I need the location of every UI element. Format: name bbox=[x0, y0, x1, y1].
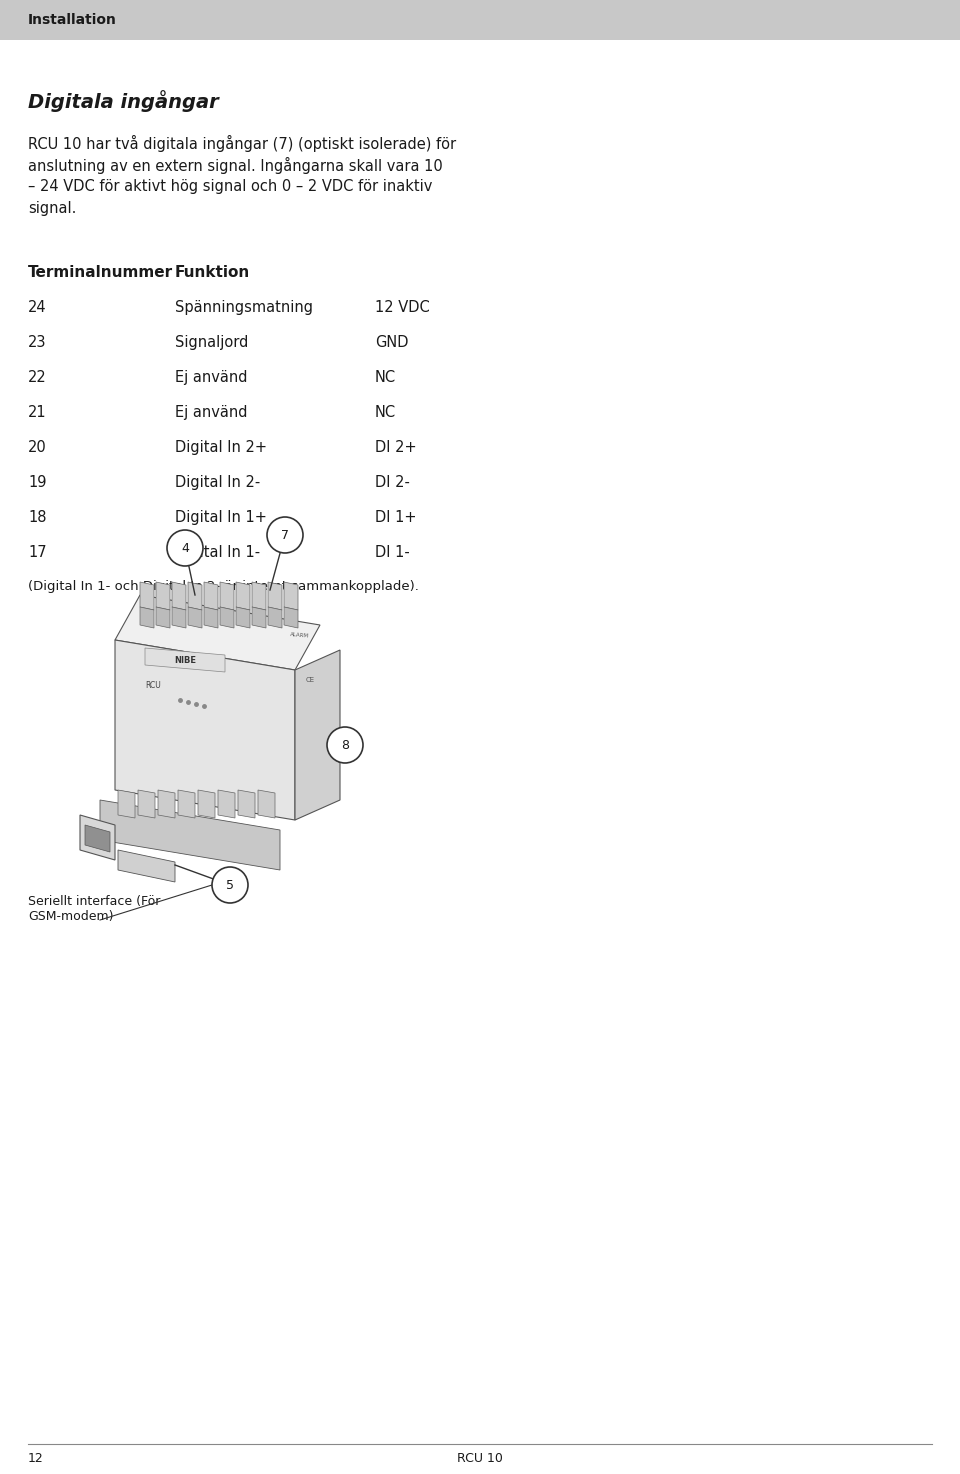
Text: 19: 19 bbox=[28, 475, 46, 489]
Text: 7: 7 bbox=[281, 529, 289, 541]
Text: NC: NC bbox=[375, 370, 396, 385]
Polygon shape bbox=[140, 582, 154, 610]
Circle shape bbox=[327, 727, 363, 764]
Text: 12: 12 bbox=[28, 1452, 44, 1465]
Polygon shape bbox=[118, 850, 175, 881]
Polygon shape bbox=[156, 582, 170, 610]
Polygon shape bbox=[145, 649, 225, 672]
Text: 18: 18 bbox=[28, 510, 46, 525]
Polygon shape bbox=[220, 607, 234, 628]
Polygon shape bbox=[204, 607, 218, 628]
Polygon shape bbox=[178, 790, 195, 818]
Text: 17: 17 bbox=[28, 545, 47, 560]
Polygon shape bbox=[85, 825, 110, 852]
Text: Signaljord: Signaljord bbox=[175, 335, 249, 349]
Bar bbox=[0, 0, 960, 40]
Text: 21: 21 bbox=[28, 405, 47, 420]
Text: signal.: signal. bbox=[28, 200, 77, 217]
Text: Digital In 2+: Digital In 2+ bbox=[175, 441, 267, 455]
Circle shape bbox=[167, 531, 203, 566]
Text: ALARM: ALARM bbox=[290, 632, 310, 638]
Text: Seriellt interface (För
GSM-modem): Seriellt interface (För GSM-modem) bbox=[28, 895, 160, 923]
Polygon shape bbox=[188, 582, 202, 610]
Polygon shape bbox=[172, 582, 186, 610]
Polygon shape bbox=[115, 640, 295, 820]
Text: Ej använd: Ej använd bbox=[175, 370, 248, 385]
Text: – 24 VDC för aktivt hög signal och 0 – 2 VDC för inaktiv: – 24 VDC för aktivt hög signal och 0 – 2… bbox=[28, 178, 432, 195]
Circle shape bbox=[212, 867, 248, 904]
Text: Digital In 1+: Digital In 1+ bbox=[175, 510, 267, 525]
Text: DI 1-: DI 1- bbox=[375, 545, 410, 560]
Polygon shape bbox=[258, 790, 275, 818]
Text: Spänningsmatning: Spänningsmatning bbox=[175, 301, 313, 315]
Polygon shape bbox=[238, 790, 255, 818]
Text: Digital In 1-: Digital In 1- bbox=[175, 545, 260, 560]
Polygon shape bbox=[138, 790, 155, 818]
Text: RCU: RCU bbox=[145, 681, 160, 690]
Polygon shape bbox=[158, 790, 175, 818]
Text: 24: 24 bbox=[28, 301, 47, 315]
Polygon shape bbox=[80, 815, 115, 859]
Text: RCU 10 har två digitala ingångar (7) (optiskt isolerade) för: RCU 10 har två digitala ingångar (7) (op… bbox=[28, 136, 456, 152]
Polygon shape bbox=[268, 582, 282, 610]
Polygon shape bbox=[268, 607, 282, 628]
Polygon shape bbox=[118, 790, 135, 818]
Polygon shape bbox=[284, 607, 298, 628]
Text: Digitala ingångar: Digitala ingångar bbox=[28, 90, 219, 112]
Text: DI 2-: DI 2- bbox=[375, 475, 410, 489]
Text: 20: 20 bbox=[28, 441, 47, 455]
Text: CE: CE bbox=[305, 677, 315, 682]
Polygon shape bbox=[236, 607, 250, 628]
Polygon shape bbox=[252, 607, 266, 628]
Polygon shape bbox=[188, 607, 202, 628]
Text: NIBE: NIBE bbox=[174, 656, 196, 665]
Text: DI 1+: DI 1+ bbox=[375, 510, 417, 525]
Text: Ej använd: Ej använd bbox=[175, 405, 248, 420]
Polygon shape bbox=[218, 790, 235, 818]
Polygon shape bbox=[204, 582, 218, 610]
Text: RCU 10: RCU 10 bbox=[457, 1452, 503, 1465]
Text: NC: NC bbox=[375, 405, 396, 420]
Text: GND: GND bbox=[375, 335, 409, 349]
Polygon shape bbox=[156, 607, 170, 628]
Text: 23: 23 bbox=[28, 335, 46, 349]
Polygon shape bbox=[198, 790, 215, 818]
Text: (Digital In 1- och Digital In 2- är internt sammankopplade).: (Digital In 1- och Digital In 2- är inte… bbox=[28, 579, 419, 593]
Text: 8: 8 bbox=[341, 738, 349, 752]
Text: DI 2+: DI 2+ bbox=[375, 441, 417, 455]
Polygon shape bbox=[140, 607, 154, 628]
Text: Funktion: Funktion bbox=[175, 265, 251, 280]
Text: 4: 4 bbox=[181, 541, 189, 554]
Polygon shape bbox=[252, 582, 266, 610]
Text: Installation: Installation bbox=[28, 13, 117, 27]
Text: anslutning av en extern signal. Ingångarna skall vara 10: anslutning av en extern signal. Ingångar… bbox=[28, 158, 443, 174]
Polygon shape bbox=[172, 607, 186, 628]
Circle shape bbox=[267, 517, 303, 553]
Polygon shape bbox=[236, 582, 250, 610]
Text: 5: 5 bbox=[226, 879, 234, 892]
Polygon shape bbox=[295, 650, 340, 820]
Polygon shape bbox=[115, 595, 320, 671]
Text: Digital In 2-: Digital In 2- bbox=[175, 475, 260, 489]
Polygon shape bbox=[284, 582, 298, 610]
Text: 22: 22 bbox=[28, 370, 47, 385]
Text: 12 VDC: 12 VDC bbox=[375, 301, 430, 315]
Text: Terminalnummer: Terminalnummer bbox=[28, 265, 173, 280]
Polygon shape bbox=[100, 800, 280, 870]
Polygon shape bbox=[220, 582, 234, 610]
